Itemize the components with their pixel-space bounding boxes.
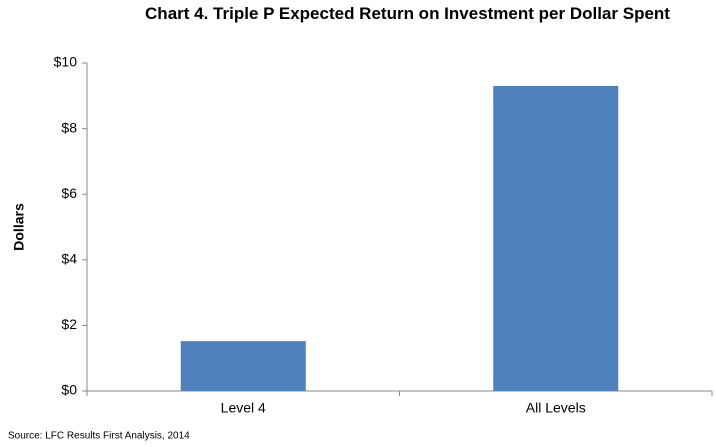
y-tick-label: $6 xyxy=(61,185,77,201)
y-tick-label: $0 xyxy=(61,382,77,398)
bar xyxy=(180,341,306,391)
source-note: Source: LFC Results First Analysis, 2014 xyxy=(8,431,190,442)
y-tick-label: $2 xyxy=(61,316,77,332)
y-tick-label: $8 xyxy=(61,119,77,135)
bar xyxy=(493,85,619,392)
chart-title: Chart 4. Triple P Expected Return on Inv… xyxy=(145,4,670,23)
y-axis-label: Dollars xyxy=(11,203,27,251)
y-tick-label: $10 xyxy=(54,54,78,70)
x-tick-label: Level 4 xyxy=(221,400,266,416)
x-tick-label: All Levels xyxy=(526,400,586,416)
y-tick-label: $4 xyxy=(61,251,77,267)
